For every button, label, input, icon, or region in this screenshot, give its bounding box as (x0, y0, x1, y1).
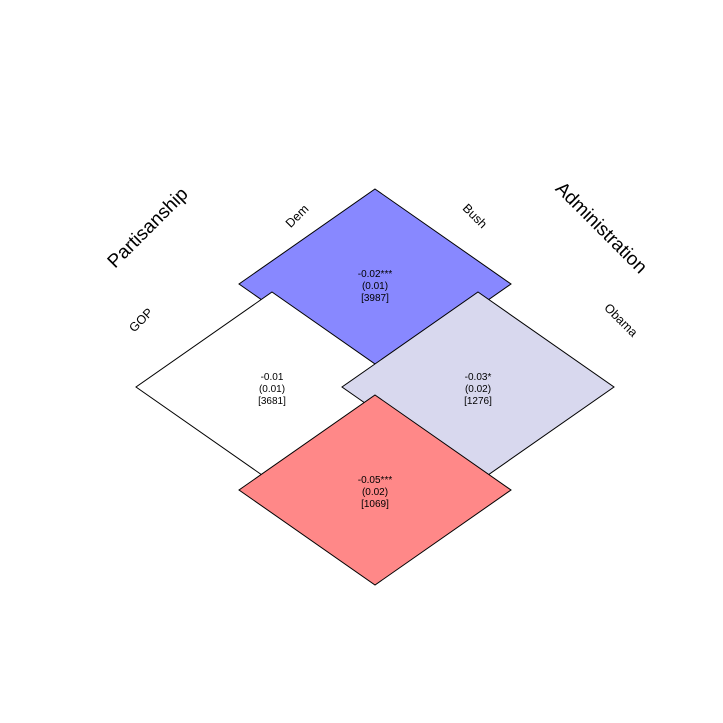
cell-dem-obama-n: [1276] (464, 396, 492, 407)
row-label-gop: GOP (126, 305, 156, 335)
column-label-obama: Obama (601, 301, 640, 340)
cell-gop-bush-n: [3681] (258, 396, 286, 407)
cell-dem-bush-se: (0.01) (362, 281, 388, 292)
cell-gop-obama-se: (0.02) (362, 487, 388, 498)
row-dimension-title: Partisanship (104, 184, 193, 273)
cell-gop-obama (238, 394, 512, 586)
cell-dem-obama-estimate: -0.03* (465, 372, 492, 383)
column-dimension-title: Administration (551, 178, 651, 278)
cell-gop-obama-estimate: -0.05*** (358, 475, 393, 486)
cell-gop-bush-se: (0.01) (259, 384, 285, 395)
cell-dem-obama-se: (0.02) (465, 384, 491, 395)
column-label-bush: Bush (460, 201, 490, 231)
cell-gop-obama-n: [1069] (361, 499, 389, 510)
row-label-dem: Dem (283, 202, 312, 231)
cell-gop-bush-estimate: -0.01 (261, 372, 284, 383)
cell-dem-bush-n: [3987] (361, 293, 389, 304)
cell-dem-bush-estimate: -0.02*** (358, 269, 393, 280)
cell-group: -0.02***(0.01)[3987]-0.01(0.01)[3681]-0.… (135, 188, 615, 586)
